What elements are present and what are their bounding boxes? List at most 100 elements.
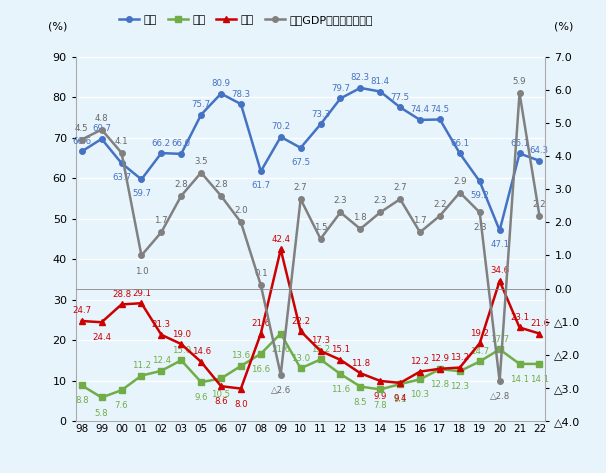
赤字 xyxy=(297,328,304,334)
黒字 xyxy=(138,176,145,182)
赤字 xyxy=(178,341,185,347)
Text: 1.5: 1.5 xyxy=(314,223,327,232)
実質GDP成長率（右軸） xyxy=(416,229,424,235)
均衡 xyxy=(158,368,165,374)
Text: 78.3: 78.3 xyxy=(231,89,250,98)
赤字 xyxy=(257,331,264,336)
Text: 15.2: 15.2 xyxy=(311,345,330,354)
実質GDP成長率（右軸） xyxy=(516,90,523,96)
均衡 xyxy=(138,373,145,378)
赤字 xyxy=(476,341,484,346)
黒字 xyxy=(357,85,364,91)
Text: 1.7: 1.7 xyxy=(155,216,168,225)
Text: △2.6: △2.6 xyxy=(271,385,291,395)
Text: 8.0: 8.0 xyxy=(234,400,248,409)
赤字 xyxy=(118,302,125,307)
黒字 xyxy=(218,91,225,96)
Line: 実質GDP成長率（右軸）: 実質GDP成長率（右軸） xyxy=(79,90,542,384)
Text: 17.7: 17.7 xyxy=(490,335,509,344)
均衡 xyxy=(476,359,484,364)
Text: 61.7: 61.7 xyxy=(251,181,270,190)
Text: 2.2: 2.2 xyxy=(433,200,447,209)
Text: 13.6: 13.6 xyxy=(231,351,250,360)
均衡 xyxy=(396,381,404,387)
実質GDP成長率（右軸） xyxy=(436,213,444,219)
Text: 19.2: 19.2 xyxy=(470,329,489,338)
Text: 2.0: 2.0 xyxy=(234,206,248,215)
均衡 xyxy=(536,361,543,367)
Text: 5.9: 5.9 xyxy=(513,77,526,86)
黒字 xyxy=(277,134,284,140)
Text: 14.6: 14.6 xyxy=(191,347,211,356)
Text: 9.9: 9.9 xyxy=(373,392,387,401)
実質GDP成長率（右軸） xyxy=(98,127,105,132)
Line: 均衡: 均衡 xyxy=(79,331,542,400)
均衡 xyxy=(337,371,344,377)
Text: 21.6: 21.6 xyxy=(251,319,270,328)
黒字 xyxy=(257,168,264,174)
赤字 xyxy=(238,386,245,392)
Text: 8.8: 8.8 xyxy=(75,396,88,405)
黒字 xyxy=(297,145,304,150)
均衡 xyxy=(516,361,523,367)
Text: 29.1: 29.1 xyxy=(132,289,151,298)
Text: 10.3: 10.3 xyxy=(410,390,430,399)
赤字 xyxy=(138,300,145,306)
赤字 xyxy=(436,366,444,372)
Text: 73.3: 73.3 xyxy=(311,110,330,119)
Text: 59.2: 59.2 xyxy=(470,191,489,200)
Text: 2.8: 2.8 xyxy=(214,180,228,189)
Text: 2.7: 2.7 xyxy=(393,183,407,192)
Text: △2.8: △2.8 xyxy=(490,392,510,402)
Text: 9.4: 9.4 xyxy=(393,394,407,403)
実質GDP成長率（右軸） xyxy=(178,193,185,199)
黒字 xyxy=(436,117,444,123)
Text: 66.1: 66.1 xyxy=(450,139,470,148)
Text: (%): (%) xyxy=(554,21,573,31)
黒字 xyxy=(496,228,503,233)
Text: 2.2: 2.2 xyxy=(533,200,546,209)
黒字 xyxy=(396,105,404,110)
Text: 21.6: 21.6 xyxy=(530,319,549,328)
赤字 xyxy=(516,324,523,330)
実質GDP成長率（右軸） xyxy=(138,253,145,258)
Text: 21.3: 21.3 xyxy=(152,320,171,329)
赤字 xyxy=(98,319,105,325)
Text: 28.8: 28.8 xyxy=(112,290,131,299)
Text: 22.2: 22.2 xyxy=(291,316,310,325)
Text: 24.4: 24.4 xyxy=(92,333,111,342)
Text: 2.8: 2.8 xyxy=(175,180,188,189)
Text: 4.5: 4.5 xyxy=(75,123,88,132)
黒字 xyxy=(317,122,324,127)
均衡 xyxy=(436,366,444,372)
Text: 24.7: 24.7 xyxy=(72,307,92,315)
Text: 4.1: 4.1 xyxy=(115,137,128,146)
Text: 14.1: 14.1 xyxy=(530,375,549,384)
黒字 xyxy=(416,117,424,123)
黒字 xyxy=(376,89,384,95)
Text: 12.9: 12.9 xyxy=(430,354,450,363)
Text: 8.6: 8.6 xyxy=(214,397,228,406)
Text: 3.5: 3.5 xyxy=(195,157,208,166)
均衡 xyxy=(496,347,503,352)
赤字 xyxy=(416,369,424,375)
Text: 14.7: 14.7 xyxy=(470,347,489,356)
Text: 12.8: 12.8 xyxy=(430,380,450,389)
均衡 xyxy=(198,379,205,385)
Text: 80.9: 80.9 xyxy=(211,79,230,88)
Text: 81.4: 81.4 xyxy=(371,77,390,86)
Text: 15.0: 15.0 xyxy=(171,346,191,355)
Text: (%): (%) xyxy=(47,21,67,31)
Text: 13.0: 13.0 xyxy=(291,354,310,363)
実質GDP成長率（右軸） xyxy=(158,229,165,235)
赤字 xyxy=(376,378,384,384)
Text: 7.8: 7.8 xyxy=(373,401,387,410)
Text: 66.2: 66.2 xyxy=(152,139,171,148)
黒字 xyxy=(337,96,344,101)
Text: 74.5: 74.5 xyxy=(430,105,450,114)
Line: 黒字: 黒字 xyxy=(79,85,542,233)
Text: 63.7: 63.7 xyxy=(112,173,131,182)
Text: 21.6: 21.6 xyxy=(271,345,290,354)
Text: 1.8: 1.8 xyxy=(353,213,367,222)
Text: 66.1: 66.1 xyxy=(510,139,529,148)
